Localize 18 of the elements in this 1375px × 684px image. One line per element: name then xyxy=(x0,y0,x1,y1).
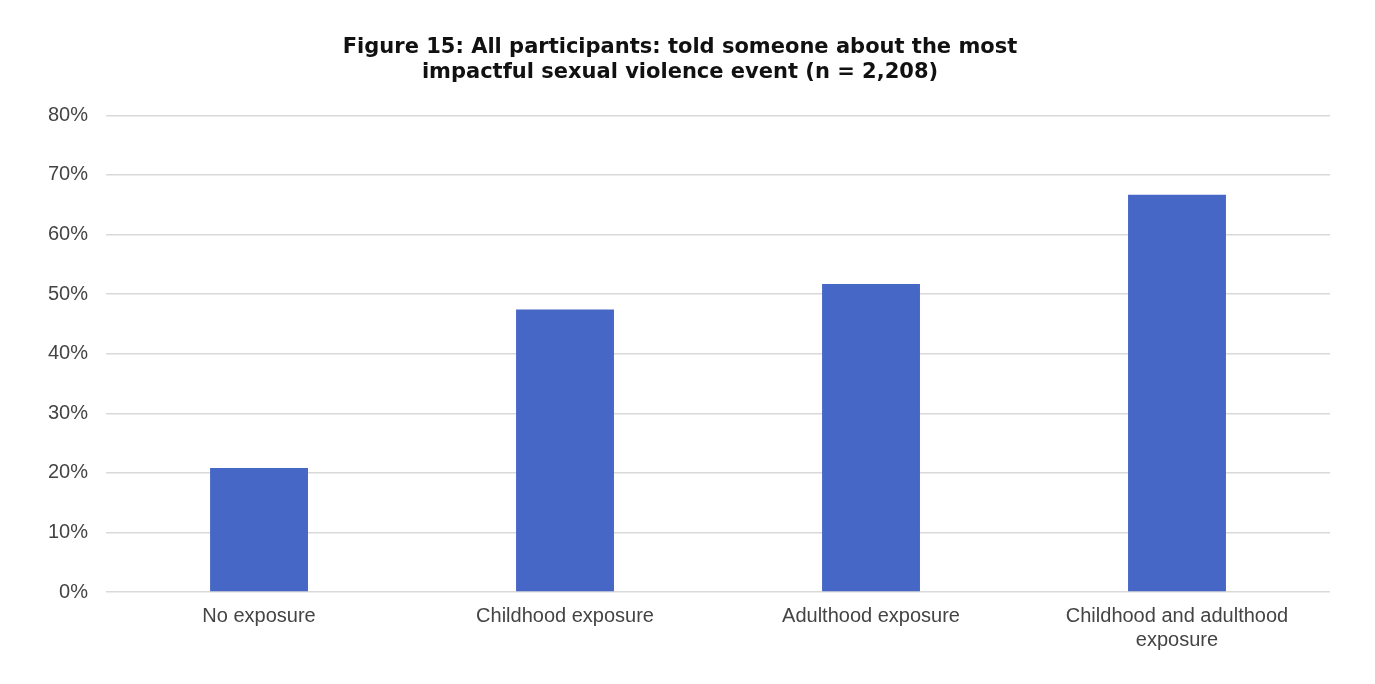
x-tick-label: Childhood exposure xyxy=(476,603,654,626)
y-tick-label: 0% xyxy=(59,579,89,602)
y-tick-label: 80% xyxy=(48,102,89,125)
y-tick-label: 50% xyxy=(48,281,89,304)
x-tick-label: Childhood and adulthood exposure xyxy=(1065,603,1289,650)
y-tick-label: 60% xyxy=(48,222,89,245)
y-tick-label: 70% xyxy=(48,162,89,185)
y-tick-label: 10% xyxy=(48,519,89,542)
bar xyxy=(1128,194,1226,592)
bar xyxy=(822,284,920,592)
x-tick-label: No exposure xyxy=(202,603,316,626)
y-tick-label: 30% xyxy=(48,400,89,423)
x-tick-label: Adulthood exposure xyxy=(782,603,960,626)
y-tick-label: 20% xyxy=(48,460,89,483)
bar xyxy=(516,309,614,592)
y-tick-label: 40% xyxy=(48,341,89,364)
chart-title: Figure 15: All participants: told someone about the most impactful sexual violence event (n = 2,208) xyxy=(342,34,1018,84)
bar xyxy=(210,468,308,592)
